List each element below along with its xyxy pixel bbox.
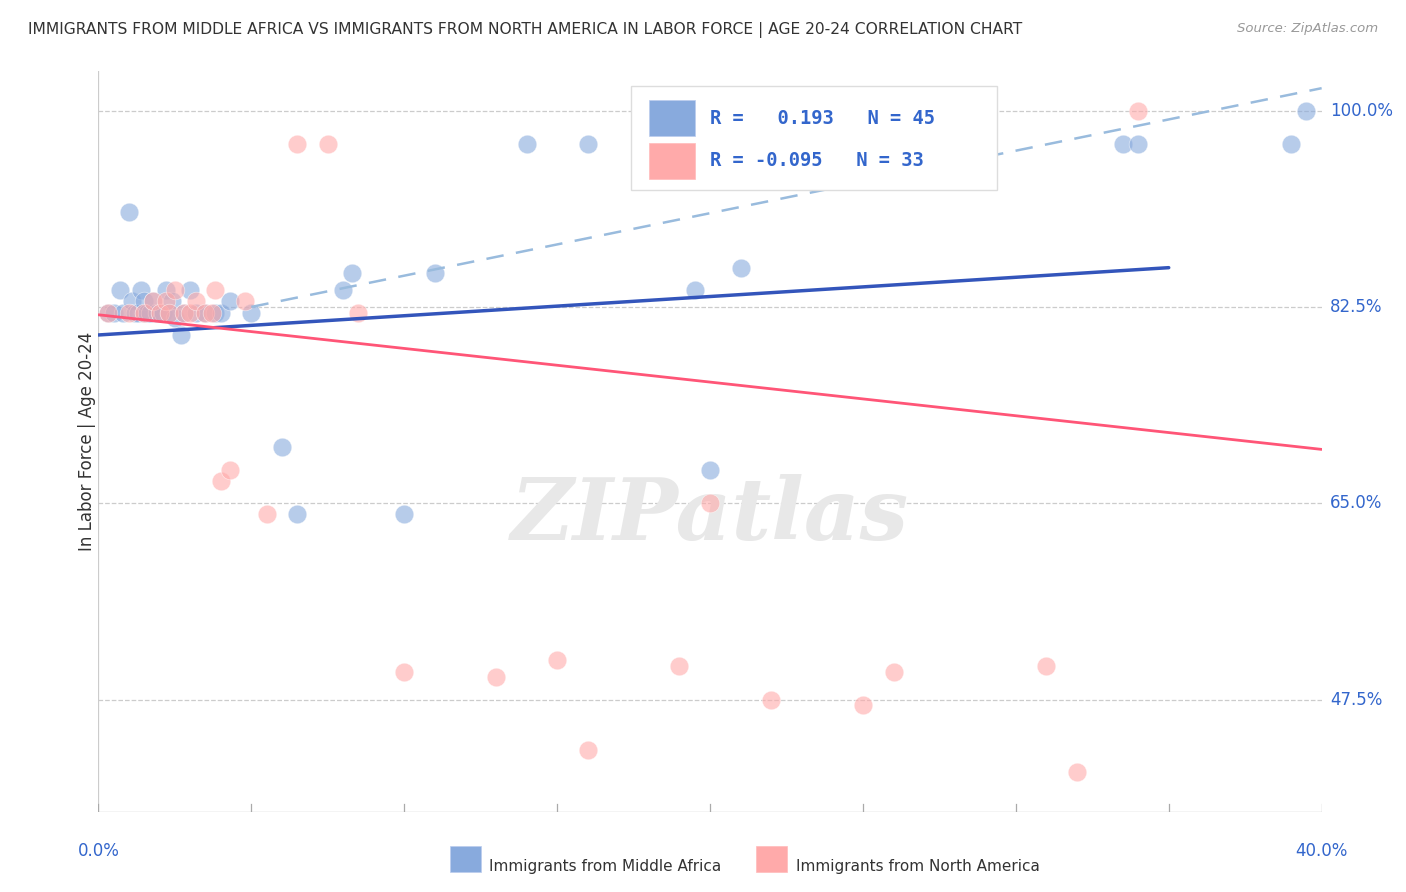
Point bbox=[170, 328, 193, 343]
Point bbox=[127, 305, 149, 319]
Point bbox=[160, 294, 183, 309]
Point bbox=[668, 659, 690, 673]
Point bbox=[852, 698, 875, 713]
Text: 40.0%: 40.0% bbox=[1295, 842, 1348, 860]
Point bbox=[134, 305, 156, 319]
Point bbox=[1035, 659, 1057, 673]
Point bbox=[139, 305, 162, 319]
Point bbox=[209, 305, 232, 319]
Point bbox=[149, 305, 172, 319]
Point bbox=[97, 305, 120, 319]
Point bbox=[219, 294, 242, 309]
Point bbox=[516, 137, 538, 152]
Point bbox=[155, 294, 177, 309]
Point bbox=[576, 137, 599, 152]
Point bbox=[1295, 103, 1317, 118]
Point bbox=[392, 665, 416, 679]
Point bbox=[1112, 137, 1135, 152]
Point bbox=[129, 283, 152, 297]
FancyBboxPatch shape bbox=[630, 87, 997, 190]
Point bbox=[1128, 137, 1150, 152]
Point bbox=[316, 137, 339, 152]
Point bbox=[157, 305, 180, 319]
Point bbox=[256, 508, 278, 522]
Point bbox=[145, 305, 167, 319]
Point bbox=[103, 305, 125, 319]
Point bbox=[179, 283, 201, 297]
Point bbox=[342, 266, 364, 280]
Text: Immigrants from North America: Immigrants from North America bbox=[796, 859, 1039, 874]
Text: ZIPatlas: ZIPatlas bbox=[510, 474, 910, 558]
Point bbox=[111, 305, 134, 319]
Point bbox=[134, 294, 156, 309]
Text: 0.0%: 0.0% bbox=[77, 842, 120, 860]
Point bbox=[204, 305, 226, 319]
Point bbox=[546, 653, 568, 667]
Point bbox=[200, 305, 222, 319]
Point bbox=[392, 508, 416, 522]
Point bbox=[163, 311, 186, 326]
Y-axis label: In Labor Force | Age 20-24: In Labor Force | Age 20-24 bbox=[79, 332, 96, 551]
Text: Immigrants from Middle Africa: Immigrants from Middle Africa bbox=[489, 859, 721, 874]
Point bbox=[683, 283, 706, 297]
Point bbox=[173, 305, 195, 319]
Text: 65.0%: 65.0% bbox=[1330, 494, 1382, 512]
Point bbox=[152, 305, 174, 319]
Point bbox=[883, 665, 905, 679]
Point bbox=[194, 305, 217, 319]
Text: 47.5%: 47.5% bbox=[1330, 690, 1382, 708]
Point bbox=[347, 305, 370, 319]
Point bbox=[136, 305, 159, 319]
Point bbox=[149, 305, 172, 319]
Point bbox=[118, 305, 141, 319]
Text: 82.5%: 82.5% bbox=[1330, 298, 1382, 316]
Point bbox=[204, 283, 226, 297]
Point bbox=[699, 462, 721, 476]
Point bbox=[163, 283, 186, 297]
Point bbox=[332, 283, 354, 297]
Point bbox=[209, 474, 232, 488]
Point bbox=[285, 137, 308, 152]
Point bbox=[173, 305, 195, 319]
Point bbox=[155, 283, 177, 297]
Point bbox=[179, 305, 201, 319]
Point bbox=[1128, 103, 1150, 118]
Text: IMMIGRANTS FROM MIDDLE AFRICA VS IMMIGRANTS FROM NORTH AMERICA IN LABOR FORCE | : IMMIGRANTS FROM MIDDLE AFRICA VS IMMIGRA… bbox=[28, 22, 1022, 38]
Bar bbox=[648, 100, 696, 136]
Point bbox=[1066, 765, 1088, 780]
Point bbox=[759, 692, 782, 706]
Text: 100.0%: 100.0% bbox=[1330, 102, 1393, 120]
Point bbox=[699, 496, 721, 510]
Point bbox=[240, 305, 263, 319]
Point bbox=[194, 305, 217, 319]
Text: R =   0.193   N = 45: R = 0.193 N = 45 bbox=[710, 109, 935, 128]
Point bbox=[186, 305, 208, 319]
Point bbox=[285, 508, 308, 522]
Point bbox=[485, 670, 508, 684]
Point bbox=[108, 283, 131, 297]
Point bbox=[121, 294, 143, 309]
Point bbox=[576, 743, 599, 757]
Text: R = -0.095   N = 33: R = -0.095 N = 33 bbox=[710, 152, 924, 170]
Bar bbox=[648, 144, 696, 178]
Point bbox=[1279, 137, 1302, 152]
Point bbox=[423, 266, 446, 280]
Point bbox=[124, 305, 146, 319]
Point bbox=[142, 294, 165, 309]
Point bbox=[97, 305, 120, 319]
Point bbox=[233, 294, 256, 309]
Point bbox=[730, 260, 752, 275]
Point bbox=[134, 305, 156, 319]
Text: Source: ZipAtlas.com: Source: ZipAtlas.com bbox=[1237, 22, 1378, 36]
Point bbox=[157, 305, 180, 319]
Point bbox=[219, 462, 242, 476]
Point bbox=[270, 440, 292, 454]
Point bbox=[142, 294, 165, 309]
Point bbox=[186, 294, 208, 309]
Point bbox=[118, 204, 141, 219]
